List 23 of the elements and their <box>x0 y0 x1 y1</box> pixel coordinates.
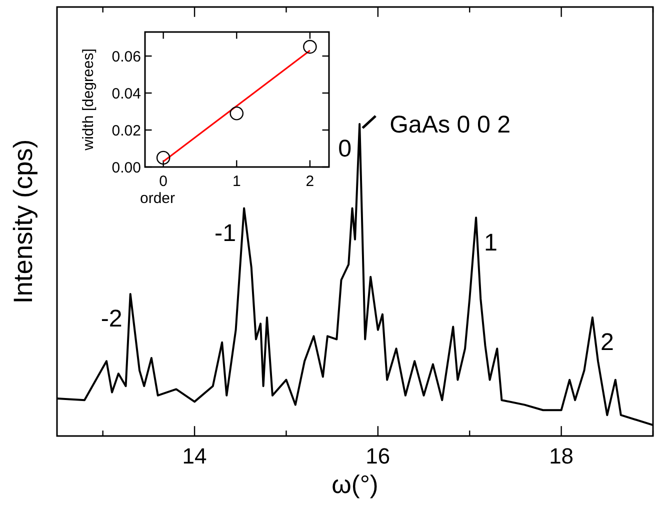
y-axis-title: Intensity (cps) <box>8 139 38 304</box>
x-tick-label: 16 <box>366 444 390 468</box>
x-tick-label: 2 <box>306 172 314 190</box>
x-tick-label: 14 <box>182 444 207 468</box>
x-axis-title: ω(°) <box>332 471 378 500</box>
y-axis-title: width [degrees] <box>80 48 97 152</box>
point <box>303 40 317 54</box>
annotation: -2 <box>100 306 122 333</box>
annotation: 2 <box>600 329 614 356</box>
y-tick-label: 0.02 <box>112 122 141 140</box>
y-tick-label: 0.00 <box>112 159 141 176</box>
x-axis-title: order <box>140 190 176 207</box>
x-tick-label: 0 <box>159 172 168 190</box>
y-tick-label: 0.04 <box>112 85 141 102</box>
annotation: 0 <box>338 136 352 163</box>
point <box>156 150 170 165</box>
point <box>230 106 244 120</box>
y-tick-label: 0.06 <box>112 48 141 66</box>
annotation: -1 <box>214 220 236 247</box>
annotation: GaAs 0 0 2 <box>390 111 511 138</box>
annotation: 1 <box>484 229 498 256</box>
x-tick-label: 1 <box>232 172 241 190</box>
x-tick-label: 18 <box>549 444 574 468</box>
